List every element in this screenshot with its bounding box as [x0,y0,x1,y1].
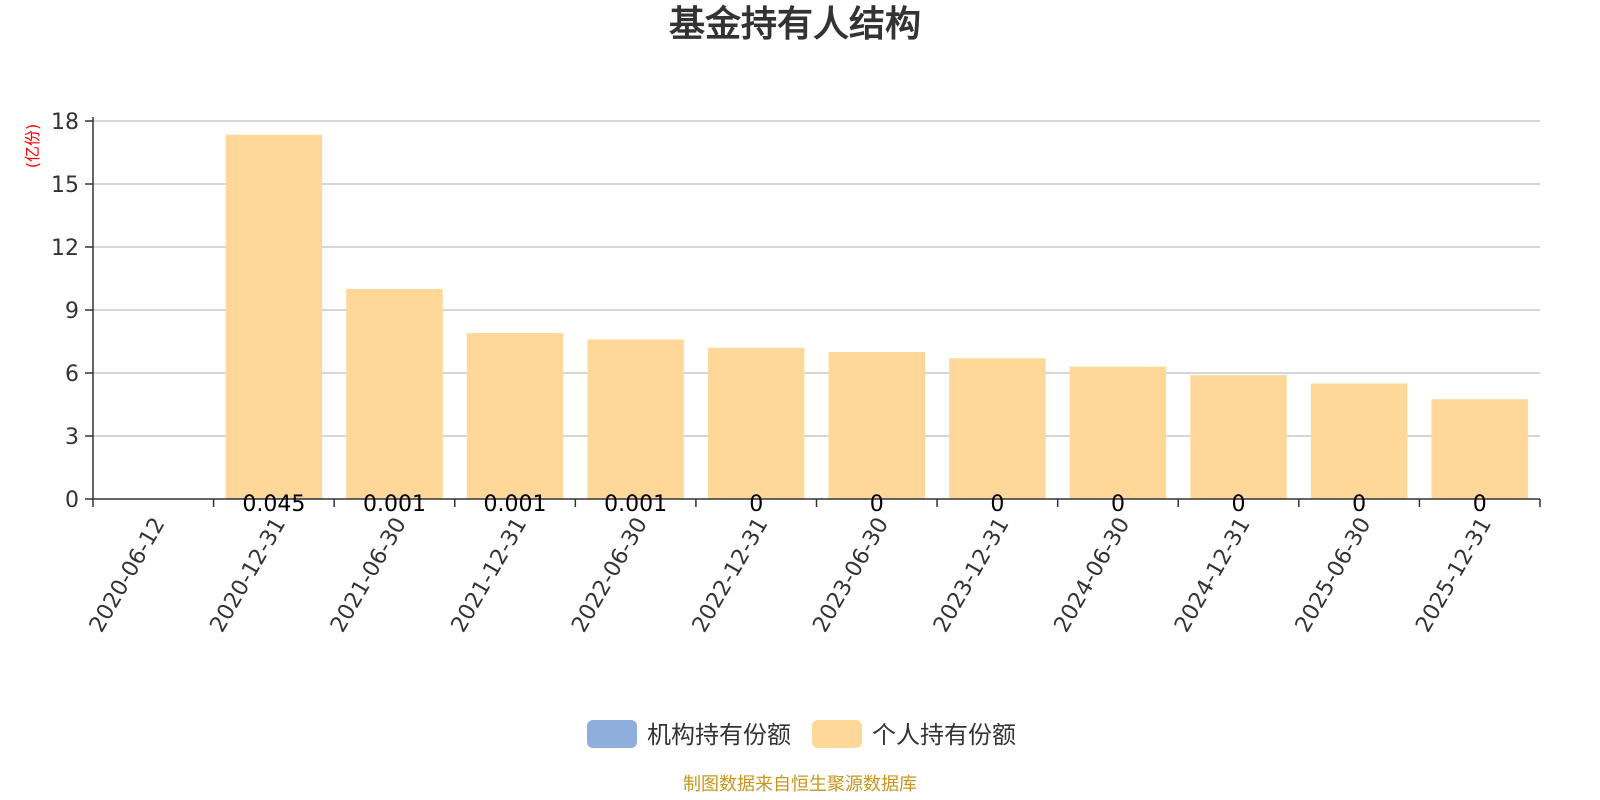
x-tick-label: 2023-06-30 [808,514,894,637]
x-tick-label: 2021-06-30 [326,514,412,637]
data-label: 0 [1352,492,1366,517]
x-tick-label: 2021-12-31 [447,514,533,637]
x-tick-label: 2020-12-31 [205,514,291,637]
y-tick-label: 15 [51,173,79,198]
grid [93,120,1540,437]
x-tick-label: 2025-06-30 [1291,514,1377,637]
x-tick-label: 2024-06-30 [1050,514,1136,637]
bar-individual [707,347,805,499]
bar-individual [587,339,684,499]
bar-individual [949,358,1046,499]
y-ticks: 0 3 6 9 12 15 18 [51,110,93,513]
data-label: 0 [990,492,1004,517]
legend: 机构持有份额 个人持有份额 [587,720,1016,749]
data-label: 0.001 [604,492,667,517]
data-label: 0 [749,492,763,517]
bar-individual [1069,366,1167,499]
data-label: 0 [1473,492,1487,517]
legend-swatch [587,720,637,748]
source-note: 制图数据来自恒生聚源数据库 [683,774,917,795]
y-axis-unit-label: (亿份) [23,124,42,169]
bar-individual [225,134,323,499]
y-tick-label: 12 [51,236,79,261]
x-ticks: 2020-06-12 2020-12-31 2021-06-30 2021-12-31… [85,499,1541,637]
y-tick-label: 18 [51,110,79,135]
data-label: 0 [1232,492,1246,517]
x-tick-label: 2020-06-12 [85,514,171,637]
x-tick-label: 2023-12-31 [929,514,1015,637]
bar-individual [346,288,443,499]
y-tick-label: 3 [65,425,79,450]
x-tick-label: 2024-12-31 [1170,514,1256,637]
bar-individual [828,352,926,499]
data-label: 0.001 [484,492,547,517]
data-label: 0 [1111,492,1125,517]
bar-individual [1190,375,1287,499]
y-tick-label: 6 [65,362,79,387]
x-tick-label: 2022-12-31 [688,514,774,637]
x-tick-label: 2022-06-30 [567,514,653,637]
legend-swatch [812,720,862,748]
chart-title: 基金持有人结构 [669,3,921,45]
bars [225,134,1528,499]
bar-individual [1431,399,1528,499]
x-tick-label: 2025-12-31 [1411,514,1497,637]
legend-label: 个人持有份额 [872,721,1016,749]
y-tick-label: 9 [65,299,79,324]
data-labels: 0.045 0.001 0.001 0.001 0 0 0 0 0 0 0 [242,492,1486,517]
data-label: 0 [870,492,884,517]
legend-label: 机构持有份额 [647,721,791,749]
bar-individual [466,333,564,499]
y-tick-label: 0 [65,488,79,513]
bar-individual [1310,383,1408,499]
data-label: 0.001 [363,492,426,517]
data-label: 0.045 [242,492,305,517]
